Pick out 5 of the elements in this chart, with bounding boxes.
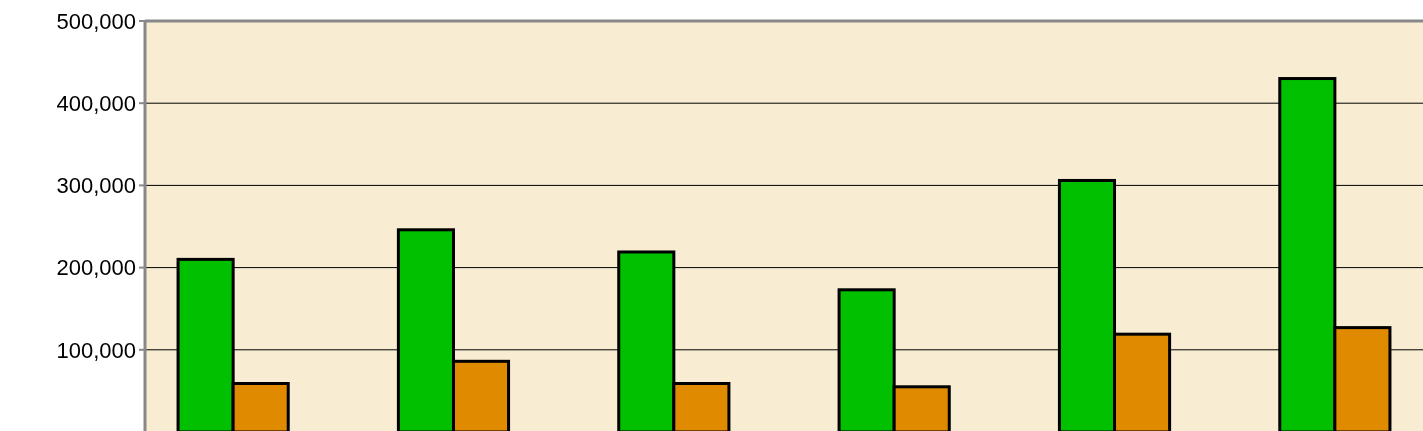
y-tick-label: 100,000 bbox=[56, 337, 136, 363]
y-tick-label: 500,000 bbox=[56, 8, 136, 34]
y-tick-label: 300,000 bbox=[56, 173, 136, 199]
y-tick-label: 200,000 bbox=[56, 255, 136, 281]
y-tick-label: 400,000 bbox=[56, 90, 136, 116]
